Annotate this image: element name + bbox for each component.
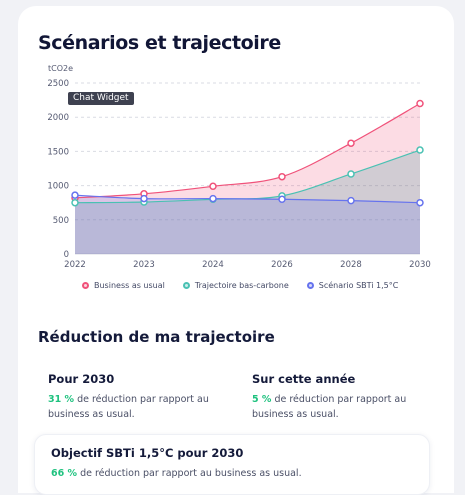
card-2030-desc: de réduction par rapport au business as …: [48, 394, 209, 420]
point-sbti: [71, 191, 79, 199]
page-title: Scénarios et trajectoire: [38, 32, 281, 54]
card-year-text: 5 % de réduction par rapport au business…: [252, 392, 427, 422]
chart-legend: Business as usual Trajectoire bas-carbon…: [82, 281, 398, 290]
x-tick-label: 2022: [64, 260, 86, 270]
area-bas-carbone: [75, 150, 420, 254]
card-2030-text: 31 % de réduction par rapport au busines…: [48, 392, 228, 422]
legend-label-bau: Business as usual: [94, 281, 165, 290]
x-tick-label: 2030: [409, 260, 431, 270]
card-sbti-title: Objectif SBTi 1,5°C pour 2030: [51, 446, 244, 460]
legend-dot-bau: [82, 282, 89, 289]
reduction-title: Réduction de ma trajectoire: [38, 328, 275, 346]
point-bas-carbone: [416, 146, 424, 154]
y-tick-label: 0: [64, 250, 69, 260]
y-tick-label: 1000: [47, 182, 69, 192]
point-sbti: [140, 194, 148, 203]
legend-dot-sbti: [306, 282, 314, 289]
reduction-card-year: Sur cette année 5 % de réduction par rap…: [234, 354, 427, 444]
reduction-card-2030: Pour 2030 31 % de réduction par rapport …: [30, 354, 228, 444]
legend-dot-bas-carbone: [182, 282, 190, 289]
area-sbti: [75, 195, 420, 254]
point-bas-carbone: [71, 198, 79, 207]
x-tick-label: 2026: [271, 260, 293, 270]
point-bau: [278, 172, 286, 181]
card-year-title: Sur cette année: [252, 372, 356, 386]
x-tick-label: 2023: [133, 260, 155, 270]
card-year-pct: 5 %: [252, 394, 272, 405]
point-bau: [416, 99, 424, 108]
point-sbti: [278, 195, 286, 204]
y-tick-label: 500: [53, 216, 69, 226]
point-bas-carbone: [347, 170, 355, 178]
scenarios-panel: Scénarios et trajectoire tCO2e 0 500 1000 15…: [18, 6, 454, 495]
point-bau: [209, 182, 217, 191]
y-tick-label: 2500: [47, 79, 69, 89]
legend-label-bas-carbone: Trajectoire bas-carbone: [194, 281, 289, 290]
y-tick-label: 1500: [47, 147, 69, 157]
reduction-card-sbti: Objectif SBTi 1,5°C pour 2030 66 % de ré…: [34, 434, 430, 495]
line-sbti: [74, 194, 421, 204]
trajectory-chart: tCO2e 0 500 1000 1500 2000 2500 2022 2023 2024 202…: [47, 64, 431, 270]
point-sbti: [416, 198, 424, 207]
chat-widget-tooltip: Chat Widget: [68, 92, 134, 105]
x-tick-label: 2024: [202, 260, 224, 270]
y-axis-label: tCO2e: [48, 64, 73, 73]
card-year-desc: de réduction par rapport au business as …: [252, 394, 407, 420]
point-bau: [347, 139, 355, 147]
area-bau: [75, 103, 420, 255]
legend-label-sbti: Scénario SBTi 1,5°C: [318, 281, 399, 290]
card-2030-title: Pour 2030: [48, 372, 115, 386]
point-sbti: [347, 196, 355, 205]
x-tick-label: 2028: [340, 260, 362, 270]
legend-item-bau[interactable]: Business as usual: [82, 281, 165, 290]
y-tick-label: 2000: [47, 113, 69, 123]
card-sbti-desc: de réduction par rapport au business as …: [80, 468, 302, 479]
point-sbti: [209, 194, 217, 203]
card-sbti-text: 66 % de réduction par rapport au busines…: [51, 466, 429, 481]
legend-item-bas-carbone[interactable]: Trajectoire bas-carbone: [182, 281, 289, 290]
legend-item-sbti[interactable]: Scénario SBTi 1,5°C: [306, 281, 399, 290]
card-2030-pct: 31 %: [48, 394, 75, 405]
card-sbti-pct: 66 %: [51, 468, 78, 479]
line-bau: [74, 102, 421, 199]
